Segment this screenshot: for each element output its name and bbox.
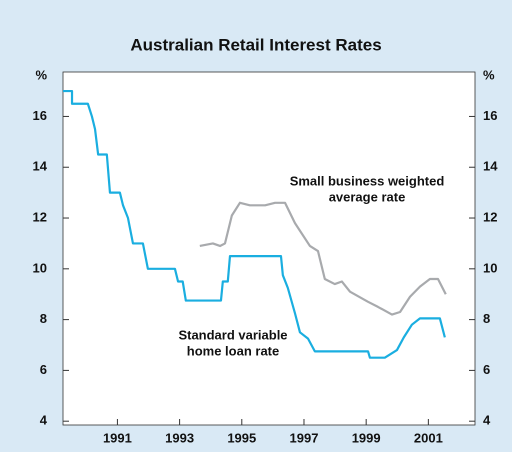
y-tick-label: 4 xyxy=(40,413,48,428)
x-tick-label: 2001 xyxy=(414,430,443,445)
y-tick-label-right: 6 xyxy=(483,362,490,377)
y-tick-label: 8 xyxy=(40,311,47,326)
y-unit-left: % xyxy=(35,67,47,82)
y-tick-label: 6 xyxy=(40,362,47,377)
y-tick-label: 16 xyxy=(33,108,47,123)
y-tick-label: 10 xyxy=(33,260,47,275)
chart-title: Australian Retail Interest Rates xyxy=(130,35,381,54)
y-tick-label-right: 14 xyxy=(483,159,498,174)
x-tick-label: 1991 xyxy=(103,430,132,445)
y-tick-label-right: 16 xyxy=(483,108,497,123)
annotation: Standard variable xyxy=(178,327,287,342)
y-tick-label-right: 4 xyxy=(483,413,491,428)
annotation: Small business weighted xyxy=(290,173,445,188)
series-line xyxy=(63,89,446,359)
plot-area xyxy=(62,71,476,426)
y-tick-label: 12 xyxy=(33,209,47,224)
series-line xyxy=(199,201,447,316)
y-tick-label-right: 12 xyxy=(483,209,497,224)
x-tick-label: 1997 xyxy=(290,430,319,445)
x-tick-label: 1999 xyxy=(352,430,381,445)
y-tick-label: 14 xyxy=(33,159,48,174)
x-tick-label: 1995 xyxy=(227,430,256,445)
y-tick-label-right: 8 xyxy=(483,311,490,326)
annotation: home loan rate xyxy=(187,343,279,358)
x-tick-label: 1993 xyxy=(165,430,194,445)
y-tick-label-right: 10 xyxy=(483,260,497,275)
annotation: average rate xyxy=(329,189,406,204)
y-unit-right: % xyxy=(483,67,495,82)
